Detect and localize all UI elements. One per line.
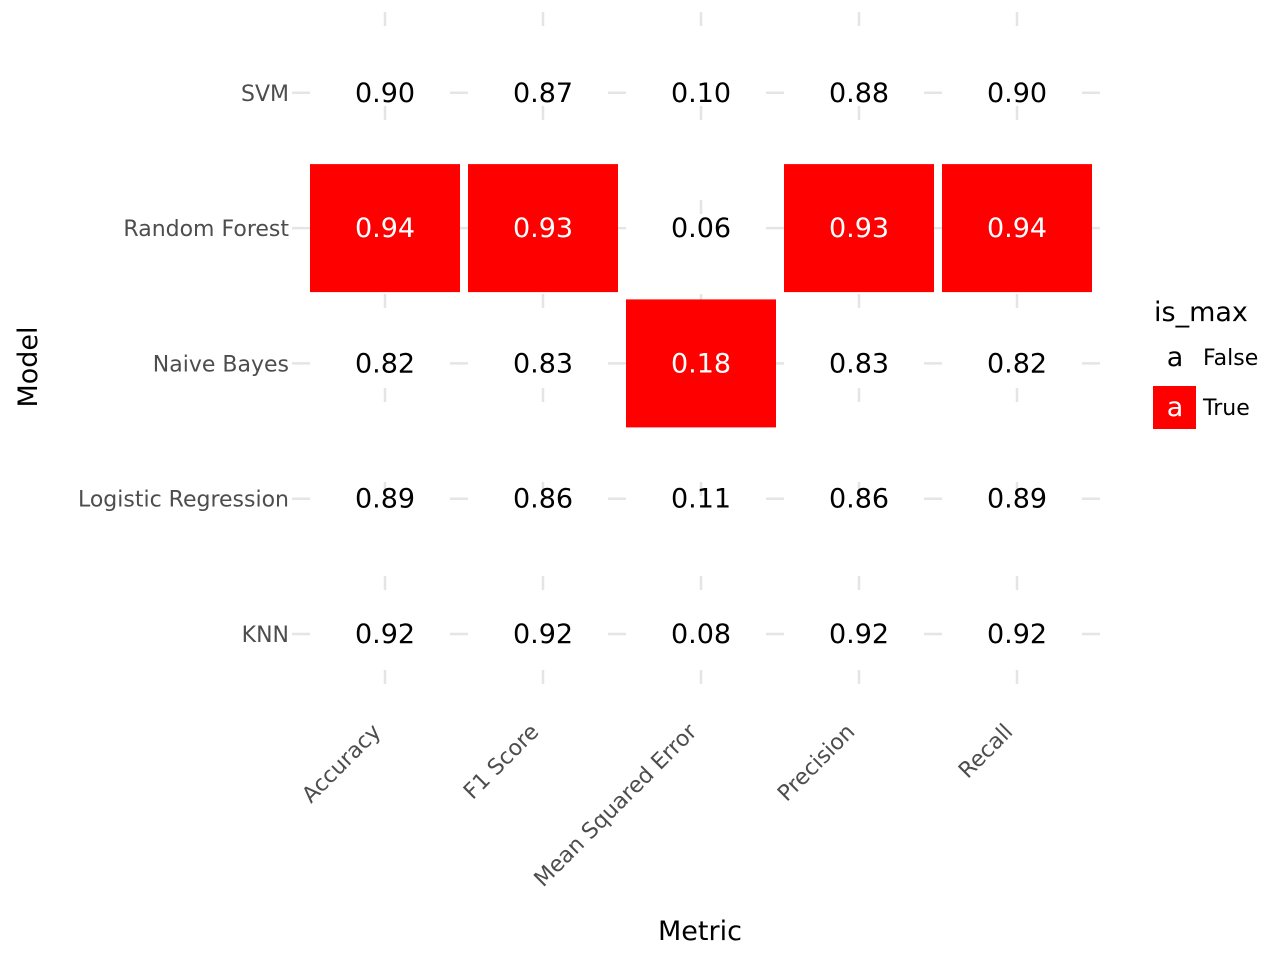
y-tick-label: Logistic Regression: [78, 488, 289, 513]
cell-value-label: 0.10: [671, 78, 731, 109]
cell-value-label: 0.94: [355, 213, 415, 244]
legend-label: True: [1202, 396, 1250, 421]
legend-label: False: [1203, 346, 1258, 371]
x-tick-label: F1 Score: [459, 720, 544, 805]
cell-value-label: 0.90: [355, 78, 415, 109]
cell-value-label: 0.89: [355, 484, 415, 515]
legend-title: is_max: [1154, 297, 1248, 328]
legend-key-glyph: a: [1167, 342, 1184, 373]
cell-value-label: 0.87: [513, 78, 573, 109]
x-tick-label: Recall: [954, 720, 1018, 784]
y-tick-label: Random Forest: [123, 217, 289, 242]
y-axis-title: Model: [13, 326, 44, 407]
y-tick-label: Naive Bayes: [153, 352, 289, 377]
cell-value-label: 0.83: [829, 348, 889, 379]
cell-value-label: 0.89: [987, 484, 1047, 515]
cell-value-label: 0.82: [355, 348, 415, 379]
x-axis-title: Metric: [658, 916, 742, 947]
y-tick-label: SVM: [241, 82, 289, 107]
cell-value-label: 0.06: [671, 213, 731, 244]
x-tick-label: Mean Squared Error: [530, 719, 703, 892]
cell-value-label: 0.18: [671, 348, 731, 379]
legend-swatch-true: [1153, 386, 1196, 429]
heatmap-cell: [942, 164, 1092, 293]
cell-value-label: 0.92: [513, 619, 573, 650]
heatmap-cells: 0.92 0.92 0.08 0.92 0.92 0.89 0.86 0.11 0.86 0.89…: [310, 78, 1092, 650]
cell-value-label: 0.82: [987, 348, 1047, 379]
cell-value-label: 0.92: [355, 619, 415, 650]
cell-value-label: 0.93: [829, 213, 889, 244]
cell-value-label: 0.08: [671, 619, 731, 650]
cell-value-label: 0.93: [513, 213, 573, 244]
cell-value-label: 0.88: [829, 78, 889, 109]
y-tick-label: KNN: [242, 623, 289, 648]
cell-value-label: 0.86: [513, 484, 573, 515]
cell-value-label: 0.11: [671, 484, 731, 515]
heatmap-cell: [468, 164, 618, 293]
cell-value-label: 0.94: [987, 213, 1047, 244]
heatmap-cell: [784, 164, 934, 293]
y-tick-labels: KNN Logistic Regression Naive Bayes Random …: [78, 82, 289, 648]
x-tick-label: Accuracy: [298, 720, 387, 809]
cell-value-label: 0.83: [513, 348, 573, 379]
cell-value-label: 0.86: [829, 484, 889, 515]
heatmap-cell: [310, 164, 460, 293]
cell-value-label: 0.90: [987, 78, 1047, 109]
heatmap-cell: [626, 299, 776, 428]
cell-value-label: 0.92: [829, 619, 889, 650]
cell-value-label: 0.92: [987, 619, 1047, 650]
legend-key-glyph: a: [1167, 392, 1184, 423]
x-tick-label: Precision: [773, 720, 860, 807]
